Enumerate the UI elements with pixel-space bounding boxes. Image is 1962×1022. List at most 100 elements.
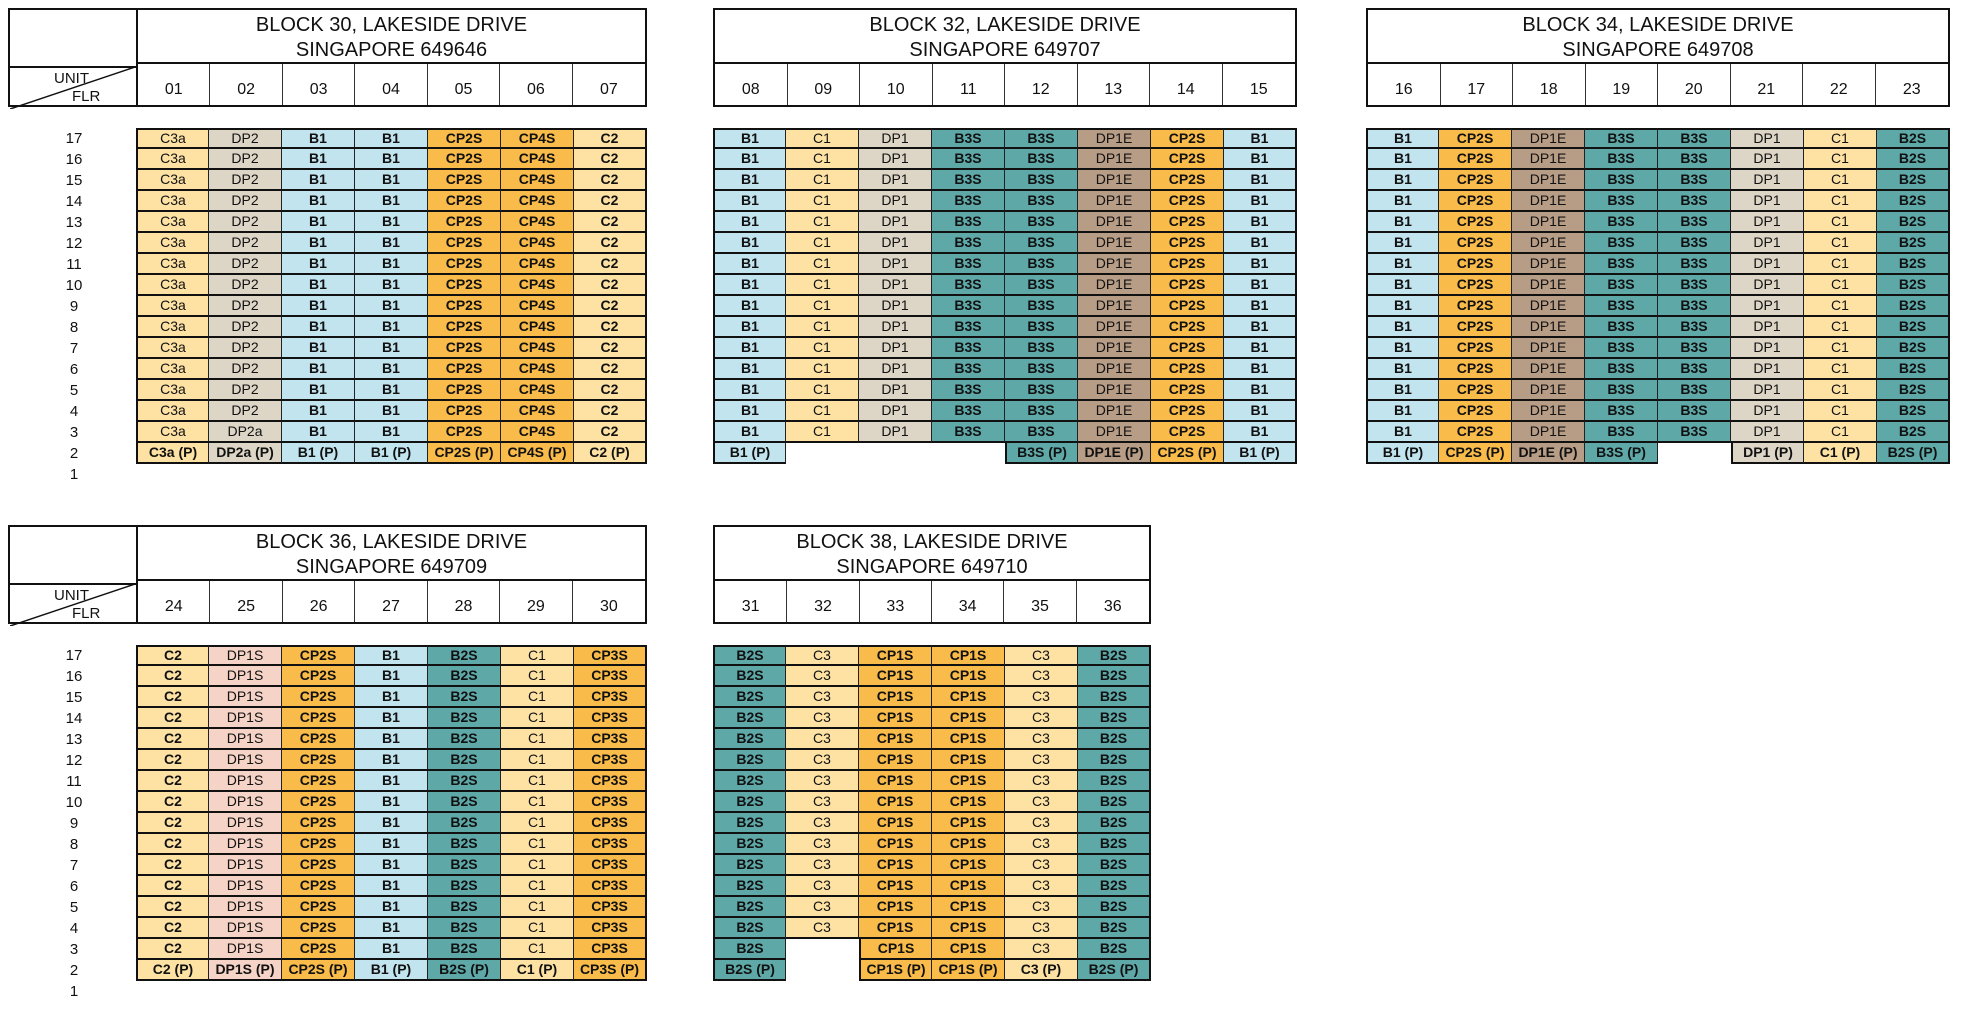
floor-row: C3a DP2 B1 B1 CP2S CP4S C2 bbox=[136, 359, 647, 380]
unit-type-cell: B1 bbox=[713, 149, 786, 170]
floor-row: C3a DP2 B1 B1 CP2S CP4S C2 bbox=[136, 233, 647, 254]
unit-type-cell: CP2S bbox=[1151, 296, 1224, 317]
floor-row: B2S C3 CP1S CP1S C3 B2S bbox=[713, 645, 1151, 666]
unit-type-cell: CP2S bbox=[1439, 380, 1512, 401]
diagonal-divider bbox=[10, 66, 138, 109]
unit-type-cell: CP3S bbox=[574, 666, 647, 687]
unit-type-cell: C2 bbox=[574, 380, 647, 401]
unit-type-cell: CP2S bbox=[428, 422, 501, 443]
unit-type-cell: CP2S (P) bbox=[282, 960, 355, 981]
unit-type-cell: B1 bbox=[282, 128, 355, 149]
floor-label: 8 bbox=[69, 836, 79, 853]
block-postal-code: SINGAPORE 649709 bbox=[295, 556, 488, 578]
unit-type-cell: C2 bbox=[574, 338, 647, 359]
unit-type-cell: CP3S bbox=[574, 876, 647, 897]
floor-label: 6 bbox=[69, 361, 79, 378]
unit-type-cell: CP1S bbox=[859, 792, 932, 813]
unit-type-cell: CP2S bbox=[428, 191, 501, 212]
unit-type-cell: C1 bbox=[786, 170, 859, 191]
unit-type-cell: CP1S bbox=[932, 687, 1005, 708]
unit-type-cell: DP2a (P) bbox=[209, 443, 282, 464]
unit-type-cell: C3 bbox=[786, 750, 859, 771]
unit-type-cell: B1 bbox=[713, 191, 786, 212]
unit-type-cell: B1 bbox=[282, 380, 355, 401]
unit-type-cell: B1 bbox=[713, 233, 786, 254]
floor-label: 11 bbox=[66, 256, 82, 273]
unit-type-cell: C1 bbox=[1804, 338, 1877, 359]
unit-type-cell: DP1 bbox=[1731, 191, 1804, 212]
unit-type-cell: B3S bbox=[1005, 359, 1078, 380]
unit-type-cell: CP2S (P) bbox=[1151, 443, 1224, 464]
unit-type-cell: CP2S bbox=[282, 855, 355, 876]
unit-type-cell: B2S bbox=[1078, 855, 1151, 876]
unit-type-cell: B2S bbox=[1078, 750, 1151, 771]
unit-type-cell: B1 bbox=[1366, 359, 1439, 380]
unit-type-cell: DP1S bbox=[209, 708, 282, 729]
floor-row: B2S C3 CP1S CP1S C3 B2S bbox=[713, 771, 1151, 792]
block-name: BLOCK 30, LAKESIDE DRIVE bbox=[255, 14, 528, 36]
unit-type-cell: B3S bbox=[1005, 170, 1078, 191]
unit-type-cell: B3S bbox=[1585, 317, 1658, 338]
unit-type-cell: C2 bbox=[574, 233, 647, 254]
unit-type-cell: CP2S bbox=[282, 729, 355, 750]
unit-number: 01 bbox=[138, 64, 211, 105]
unit-type-cell: C1 bbox=[786, 191, 859, 212]
floor-label: 13 bbox=[65, 731, 83, 748]
floor-row: B1 C1 DP1 B3S B3S DP1E CP2S B1 bbox=[713, 401, 1297, 422]
unit-type-cell: CP2S bbox=[428, 275, 501, 296]
unit-type-cell: B3S bbox=[932, 338, 1005, 359]
unit-type-cell: CP1S bbox=[859, 687, 932, 708]
floor-label: 3 bbox=[69, 424, 79, 441]
unit-number: 15 bbox=[1249, 81, 1268, 98]
unit-type-cell: C2 bbox=[136, 645, 209, 666]
floor-row: B1 CP2S DP1E B3S B3S DP1 C1 B2S bbox=[1366, 191, 1950, 212]
unit-type-cell: DP2 bbox=[209, 401, 282, 422]
unit-type-cell: CP4S bbox=[501, 191, 574, 212]
unit-type-cell: CP2S bbox=[282, 897, 355, 918]
unit-type-cell: DP1 (P) bbox=[1731, 443, 1804, 464]
floor-row: B1 (P) CP2S (P) DP1E (P) B3S (P) DP1 (P) C1 (… bbox=[1366, 443, 1950, 464]
unit-type-cell: CP4S bbox=[501, 170, 574, 191]
unit-type-cell: B1 bbox=[355, 317, 428, 338]
unit-type-cell: DP1 bbox=[1731, 275, 1804, 296]
floor-row: B1 CP2S DP1E B3S B3S DP1 C1 B2S bbox=[1366, 317, 1950, 338]
unit-type-cell: C1 bbox=[786, 233, 859, 254]
unit-type-cell: C2 bbox=[574, 149, 647, 170]
empty-cell bbox=[786, 939, 859, 960]
unit-type-cell: B3S bbox=[1005, 317, 1078, 338]
floor-label: 11 bbox=[66, 773, 82, 790]
block-table: BLOCK 38, LAKESIDE DRIVE SINGAPORE 649710… bbox=[713, 525, 1151, 624]
unit-type-cell: B1 bbox=[355, 275, 428, 296]
unit-type-cell: C1 bbox=[501, 813, 574, 834]
unit-type-cell: B2S bbox=[1877, 212, 1950, 233]
unit-number: 10 bbox=[860, 64, 933, 105]
unit-type-cell: C3a bbox=[136, 317, 209, 338]
unit-type-cell: B1 bbox=[1224, 317, 1297, 338]
unit-type-cell: B1 bbox=[1366, 422, 1439, 443]
unit-type-cell: B1 bbox=[282, 233, 355, 254]
floor-row: C2 DP1S CP2S B1 B2S C1 CP3S bbox=[136, 645, 647, 666]
unit-type-cell: C1 bbox=[786, 275, 859, 296]
unit-type-cell: C2 bbox=[136, 792, 209, 813]
unit-type-cell: CP2S bbox=[1439, 338, 1512, 359]
unit-number: 35 bbox=[1004, 581, 1077, 622]
unit-type-cell: C2 bbox=[574, 275, 647, 296]
floor-label: 3 bbox=[69, 941, 79, 958]
unit-type-cell: DP1S (P) bbox=[209, 960, 282, 981]
unit-type-cell: DP2 bbox=[209, 359, 282, 380]
unit-type-cell: B1 bbox=[355, 771, 428, 792]
unit-type-cell: DP1 bbox=[1731, 317, 1804, 338]
unit-type-cell: B3S bbox=[932, 380, 1005, 401]
block-name: BLOCK 32, LAKESIDE DRIVE bbox=[869, 14, 1141, 36]
unit-type-cell: B2S bbox=[1078, 813, 1151, 834]
unit-type-cell: DP1 bbox=[1731, 212, 1804, 233]
unit-type-cell: CP1S bbox=[932, 771, 1005, 792]
unit-type-cell: C3a bbox=[136, 380, 209, 401]
unit-type-grid: B1 C1 DP1 B3S B3S DP1E CP2S B1 B1 C1 DP1 B3S B3S DP1E… bbox=[713, 128, 1297, 464]
unit-type-cell: DP1 bbox=[859, 338, 932, 359]
unit-type-grid: C2 DP1S CP2S B1 B2S C1 CP3S C2 DP1S CP2S B1 B2S C1 CP… bbox=[136, 645, 647, 981]
floor-label: 10 bbox=[65, 277, 83, 294]
unit-type-cell: DP2 bbox=[209, 128, 282, 149]
unit-type-cell: B1 bbox=[1366, 128, 1439, 149]
unit-type-cell: DP1E bbox=[1512, 401, 1585, 422]
